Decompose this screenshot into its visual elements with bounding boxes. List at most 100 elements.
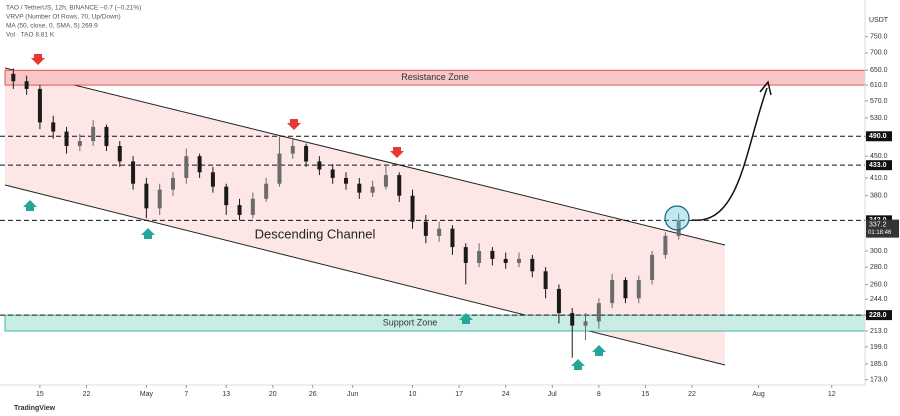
y-tick-label: 213.0: [870, 328, 888, 335]
x-tick-label: 20: [269, 391, 277, 398]
candle-body: [11, 73, 16, 82]
channel-line: [4, 67, 726, 246]
candle-body: [51, 122, 56, 132]
candle-body: [676, 220, 681, 236]
candle-body: [517, 258, 521, 263]
candle-body: [357, 183, 362, 193]
candle-body: [503, 258, 508, 263]
candle-body: [24, 81, 29, 89]
candle-body: [184, 156, 189, 178]
candle-body: [330, 169, 335, 178]
header: VRVP (Number Of Rows, 70, Up/Down): [6, 14, 121, 21]
level-tag: [866, 160, 892, 171]
candle-body: [596, 303, 601, 322]
x-tick-label: 15: [642, 391, 650, 398]
projection-head: [759, 80, 772, 96]
candle-body: [410, 195, 415, 222]
y-tick-label: 280.0: [870, 264, 888, 271]
candle-body: [131, 161, 136, 184]
candle-body: [490, 250, 495, 259]
candle-body: [397, 175, 402, 196]
x-tick-label: 13: [222, 391, 230, 398]
arrow-down: [31, 54, 45, 65]
y-tick-label: 650.0: [870, 67, 888, 74]
candle-body: [636, 279, 641, 299]
candle-body: [623, 279, 628, 299]
last-price-tag: [866, 219, 899, 238]
arrow-up: [459, 313, 473, 324]
candle-body: [77, 141, 82, 147]
x-tick-label: 7: [184, 391, 188, 398]
candle-body: [144, 183, 149, 209]
candle-body: [91, 126, 96, 142]
last-price-label: 337.2: [869, 221, 887, 228]
candle-body: [383, 175, 388, 187]
x-tick-label: 24: [502, 391, 510, 398]
candle-body: [197, 156, 202, 173]
arrow-up: [571, 359, 585, 370]
candle-body: [157, 189, 162, 209]
candle-body: [556, 288, 561, 314]
candle-body: [210, 172, 215, 187]
level-label: 228.0: [869, 312, 887, 319]
y-tick-label: 185.0: [870, 361, 888, 368]
x-tick-label: 26: [309, 391, 317, 398]
level-label: 433.0: [869, 162, 887, 169]
candle-body: [650, 254, 655, 280]
arrow-up: [141, 228, 155, 239]
countdown: 01:18:46: [868, 230, 892, 236]
candle-body: [64, 131, 69, 147]
candle-body: [277, 153, 282, 184]
candle-body: [663, 235, 668, 255]
header: TAO / TetherUS, 12h, BINANCE −0.7 (−0.21…: [6, 5, 141, 12]
candle-body: [37, 88, 42, 123]
y-tick-label: 260.0: [870, 281, 888, 288]
header: MA (50, close, 0, SMA, 5) 269.9: [6, 23, 98, 30]
candle-body: [423, 221, 428, 236]
y-tick-label: 530.0: [870, 115, 888, 122]
y-tick-label: 700.0: [870, 50, 888, 57]
zone-label: Resistance Zone: [401, 72, 469, 82]
level-label: 490.0: [869, 133, 887, 140]
candle-body: [463, 247, 468, 263]
x-tick-label: 17: [455, 391, 463, 398]
candle-body: [344, 177, 348, 184]
x-tick-label: Aug: [752, 391, 765, 398]
candle-body: [290, 146, 295, 154]
candle-body: [264, 183, 269, 199]
header: Vol · TAO 8.81 K: [6, 32, 55, 39]
y-tick-label: 610.0: [870, 82, 888, 89]
candle-body: [583, 321, 588, 326]
brand: TradingView: [14, 405, 56, 412]
channel-label: Descending Channel: [255, 226, 376, 241]
y-tick-label: 173.0: [870, 376, 888, 383]
y-tick-label: 410.0: [870, 175, 888, 182]
highlight-circle: [664, 205, 690, 231]
candle-body: [224, 186, 229, 206]
y-tick-label: 300.0: [870, 248, 888, 255]
x-tick-label: 8: [597, 391, 601, 398]
level-tag: [866, 310, 892, 321]
y-tick-label: 450.0: [870, 153, 888, 160]
x-tick-label: 22: [83, 391, 91, 398]
y-tick-label: 199.0: [870, 344, 888, 351]
candle-body: [370, 186, 375, 193]
candle-body: [117, 146, 122, 162]
channel-fill: [5, 68, 725, 365]
candle-body: [437, 228, 442, 236]
x-tick-label: 10: [409, 391, 417, 398]
candle-body: [530, 258, 535, 272]
candle-body: [570, 313, 575, 326]
zone-label: Support Zone: [383, 317, 438, 327]
x-tick-label: Jun: [347, 391, 358, 398]
plot: Resistance Zone Support Zone Descending Ch…: [0, 54, 866, 370]
currency: USDT: [869, 17, 889, 24]
x-tick-label: 12: [828, 391, 836, 398]
candle-body: [450, 228, 455, 248]
arrow-up: [592, 345, 606, 356]
arrow-down: [390, 147, 404, 158]
candle-body: [477, 250, 482, 263]
candle-body: [171, 177, 175, 190]
candle-body: [304, 146, 309, 162]
